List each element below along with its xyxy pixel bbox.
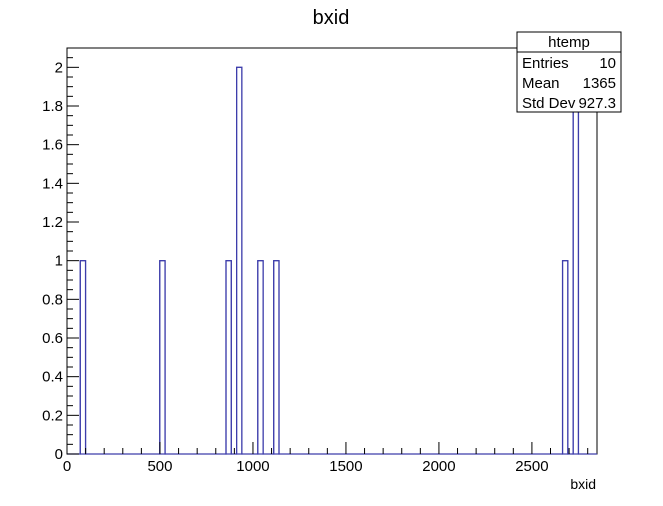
- histogram-bar-6: [561, 260, 569, 455]
- stats-stddev-label: Std Dev: [522, 95, 576, 112]
- histogram-bar-5: [273, 260, 280, 455]
- histogram-bar-0: [79, 260, 87, 455]
- histogram-bars: [67, 66, 597, 455]
- y-tick-label: 2: [55, 59, 63, 76]
- x-axis: 0 500 1000 1500 2000 2500: [63, 442, 589, 475]
- histogram-bar-1: [159, 260, 166, 455]
- y-tick-label: 1.6: [42, 137, 63, 154]
- x-tick-label: 500: [147, 458, 172, 475]
- stats-entries-label: Entries: [522, 55, 569, 72]
- histogram-bar-7: [572, 66, 580, 455]
- y-tick-label: 0.4: [42, 369, 63, 386]
- x-tick-label: 1500: [329, 458, 362, 475]
- stats-stddev-value: 927.3: [578, 95, 616, 112]
- y-tick-label: 0: [55, 446, 63, 463]
- stats-box-title: htemp: [548, 34, 590, 51]
- stats-box: htemp Entries 10 Mean 1365 Std Dev 927.3: [516, 31, 622, 113]
- x-tick-label: 2000: [422, 458, 455, 475]
- histogram-outline: [67, 66, 597, 455]
- y-tick-label: 1: [55, 253, 63, 270]
- stats-box-frame: [516, 31, 622, 113]
- x-axis-title: bxid: [570, 476, 596, 492]
- y-tick-label: 0.6: [42, 330, 63, 347]
- chart-title: bxid: [313, 7, 350, 29]
- y-tick-label: 0.2: [42, 407, 63, 424]
- histogram-bar-3: [236, 66, 243, 455]
- y-tick-label: 1.2: [42, 214, 63, 231]
- y-tick-label: 1.4: [42, 175, 63, 192]
- stats-mean-value: 1365: [583, 75, 616, 92]
- histogram-bar-2: [225, 260, 232, 455]
- x-tick-label: 1000: [236, 458, 269, 475]
- x-tick-label: 0: [63, 458, 71, 475]
- y-axis: 0 0.2 0.4 0.6 0.8 1 1.2 1.4 1.6 1.8 2: [42, 47, 79, 463]
- stats-mean-label: Mean: [522, 75, 560, 92]
- x-tick-label: 2500: [515, 458, 548, 475]
- stats-entries-value: 10: [599, 55, 616, 72]
- histogram-bar-4: [257, 260, 264, 455]
- y-tick-label: 1.8: [42, 98, 63, 115]
- y-tick-label: 0.8: [42, 291, 63, 308]
